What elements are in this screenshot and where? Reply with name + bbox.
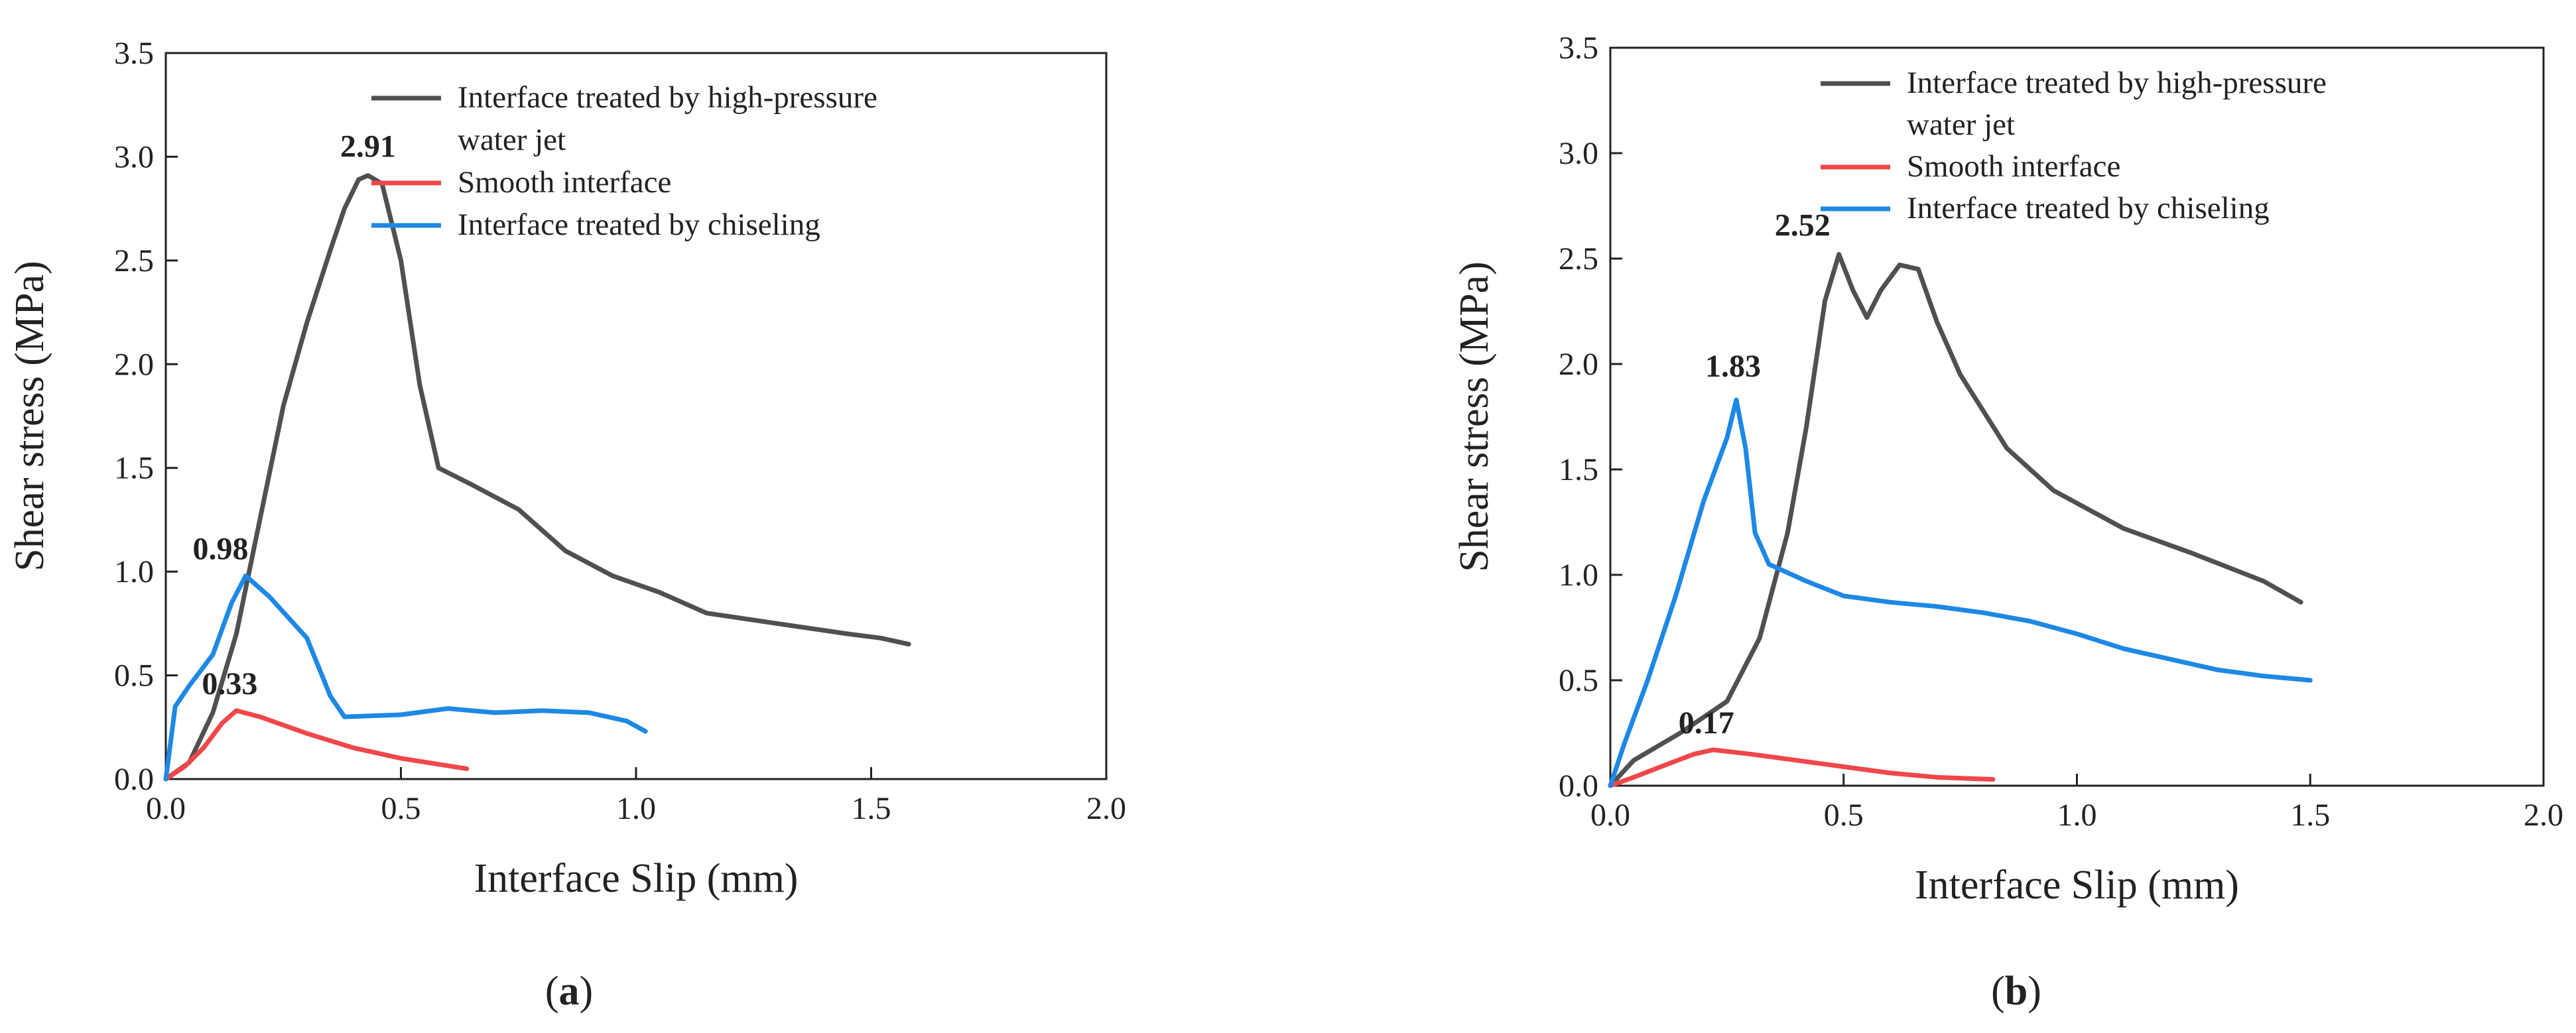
legend-label-chiseling: Interface treated by chiseling (1907, 191, 2270, 225)
caption-close-paren: ) (580, 969, 594, 1014)
chart-panel-a: 0.0 0.5 1.0 1.5 2.0 0.0 0.5 1.0 1.5 2.0 2.5 3.0 3.5 I… (7, 36, 1126, 1014)
legend-label-water-jet: Interface treated by high-pressure (458, 80, 877, 115)
legend-label-water-jet: water jet (458, 123, 566, 157)
y-tick-label: 3.0 (1559, 136, 1598, 171)
y-tick-label: 2.5 (1559, 241, 1598, 276)
y-tick-label: 1.0 (1559, 558, 1598, 593)
y-axis-title: Shear stress (MPa) (7, 261, 52, 571)
peak-label-smooth: 0.17 (1679, 705, 1734, 741)
series-line-smooth (1608, 747, 1996, 788)
legend-label-chiseling: Interface treated by chiseling (458, 208, 820, 242)
legend-label-water-jet: Interface treated by high-pressure (1907, 66, 2327, 100)
panel-caption: (b) (1991, 969, 2041, 1014)
caption-letter: b (2005, 969, 2028, 1014)
plot-frame (164, 52, 1108, 780)
caption-open-paren: ( (1991, 969, 2005, 1014)
x-tick-label: 0.0 (1590, 798, 1630, 833)
series-line-water-jet (163, 173, 911, 782)
y-tick-label: 0.5 (1559, 663, 1598, 698)
x-tick-label: 0.0 (146, 791, 186, 826)
peak-label-water-jet: 2.52 (1775, 208, 1831, 243)
series-line-chiseling (1608, 397, 2313, 788)
peak-label-water-jet: 2.91 (340, 129, 396, 164)
y-tick-label: 0.0 (114, 762, 154, 797)
x-axis-title: Interface Slip (mm) (1915, 863, 2239, 908)
x-tick-label: 0.5 (1824, 798, 1864, 833)
y-tick-label: 0.5 (114, 658, 154, 694)
legend-label-water-jet: water jet (1907, 107, 2015, 142)
y-tick-label: 1.5 (114, 451, 154, 486)
legend-label-smooth: Smooth interface (1907, 149, 2120, 184)
x-tick-label: 2.0 (2524, 798, 2563, 833)
caption-letter: a (559, 969, 580, 1014)
legend-label-smooth: Smooth interface (458, 165, 671, 200)
y-tick-label: 2.5 (114, 243, 154, 278)
y-tick-label: 1.0 (114, 554, 154, 589)
y-tick-label: 3.0 (114, 139, 154, 174)
y-tick-label: 0.0 (1559, 768, 1598, 804)
x-tick-label: 1.5 (2290, 798, 2330, 833)
caption-close-paren: ) (2028, 969, 2041, 1014)
y-axis-title: Shear stress (MPa) (1452, 261, 1497, 572)
series-line-chiseling (163, 573, 648, 782)
peak-label-smooth: 0.33 (202, 666, 257, 701)
x-tick-label: 1.0 (2057, 798, 2097, 833)
panel-caption: (a) (545, 969, 593, 1014)
x-tick-label: 1.0 (616, 791, 656, 826)
y-tick-label: 2.0 (114, 347, 154, 382)
peak-label-chiseling: 1.83 (1705, 349, 1761, 384)
x-axis-title: Interface Slip (mm) (474, 856, 799, 901)
y-tick-label: 3.5 (114, 36, 154, 71)
series-line-smooth (163, 708, 470, 782)
chart-panel-b: 0.0 0.5 1.0 1.5 2.0 0.0 0.5 1.0 1.5 2.0 2.5 3.0 3.5 I… (1452, 30, 2563, 1014)
y-tick-label: 1.5 (1559, 452, 1598, 487)
y-tick-label: 3.5 (1559, 30, 1598, 66)
x-tick-label: 2.0 (1086, 791, 1126, 826)
peak-label-chiseling: 0.98 (193, 531, 249, 566)
y-tick-label: 2.0 (1559, 347, 1598, 382)
x-tick-label: 0.5 (381, 791, 421, 826)
caption-open-paren: ( (545, 969, 559, 1014)
series-line-water-jet (1608, 252, 2303, 788)
x-tick-label: 1.5 (852, 791, 891, 826)
